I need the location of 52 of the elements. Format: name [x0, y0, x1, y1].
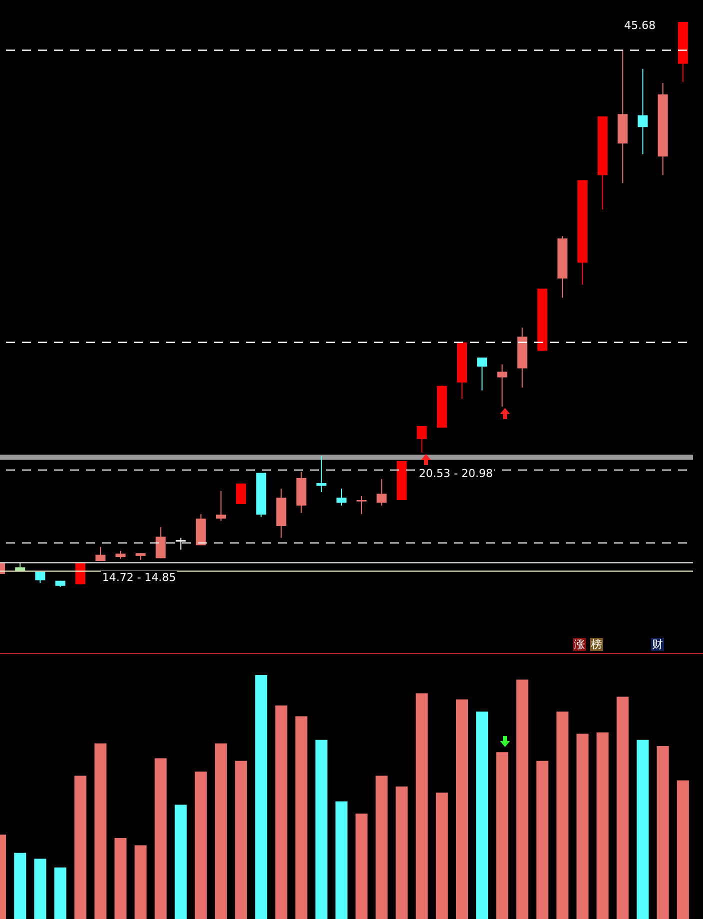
bar [636, 740, 649, 919]
bar [275, 706, 288, 919]
bar [556, 712, 568, 919]
bar [74, 776, 86, 919]
bar [496, 752, 508, 919]
bar [235, 760, 248, 919]
bar [214, 743, 227, 919]
bar [376, 776, 388, 919]
candlestick [638, 68, 648, 155]
candlestick [416, 425, 427, 454]
bar [315, 740, 328, 919]
bar [94, 743, 106, 919]
candlestick [216, 490, 226, 522]
bar [114, 838, 127, 919]
bar [154, 758, 167, 919]
bar [416, 693, 428, 919]
candlestick [477, 357, 488, 391]
bar [34, 858, 46, 919]
candlestick [236, 483, 246, 504]
candlestick [95, 546, 106, 562]
bar [356, 814, 368, 919]
bar [14, 852, 26, 919]
candlestick [497, 364, 508, 408]
bar [194, 772, 207, 919]
bar [656, 746, 669, 919]
candlestick [356, 496, 367, 515]
bar [295, 716, 308, 919]
candlestick [156, 526, 166, 559]
bar [676, 780, 689, 919]
text: 榜 [590, 638, 603, 651]
bar [536, 760, 548, 919]
annotation: 14.72 - 14.85 [101, 570, 178, 584]
bar [596, 732, 609, 919]
bar [174, 804, 187, 919]
candlestick [376, 478, 387, 506]
annotation: 20.53 - 20.98 [418, 467, 494, 480]
annotation: 45.68 [623, 19, 657, 32]
bar [396, 786, 408, 919]
text: 涨 [573, 638, 586, 651]
bar [476, 712, 488, 919]
bar [436, 792, 448, 919]
bar [255, 675, 268, 919]
text: 财 [651, 638, 664, 651]
bar [456, 699, 468, 919]
bar [134, 845, 147, 919]
bar [516, 680, 528, 919]
bar [616, 696, 629, 919]
bar [335, 801, 348, 919]
bar [576, 734, 589, 919]
candlestick [336, 488, 346, 506]
bar [54, 868, 66, 919]
candlestick [316, 455, 326, 493]
